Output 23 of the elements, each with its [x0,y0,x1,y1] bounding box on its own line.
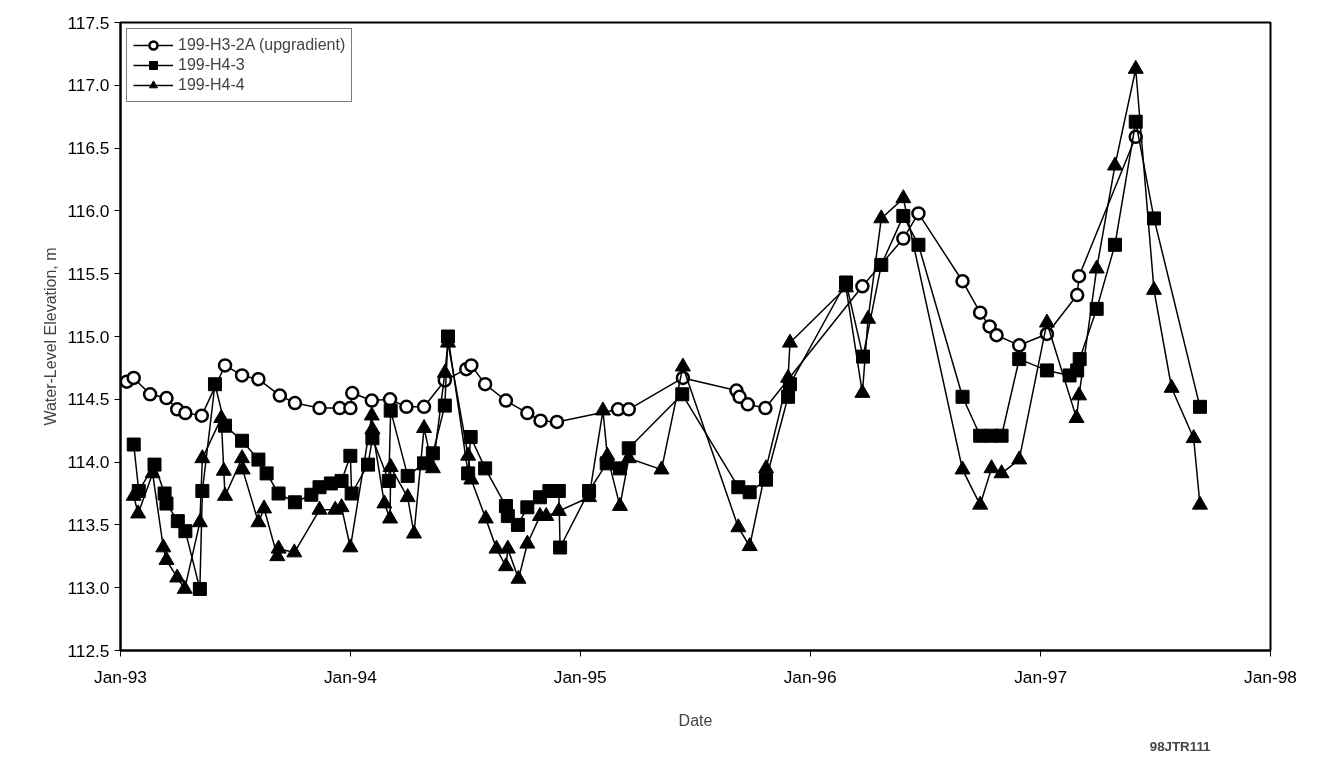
y-axis-title: Water-Level Elevation, m [42,247,60,426]
text: 98JTR111 [1149,738,1212,754]
y-tick-label: 113.5 [67,514,110,535]
y-tick-label: 116.5 [67,138,110,159]
legend-label: 199-H4-4 [178,76,245,94]
y-tick-label: 117.5 [67,12,110,33]
x-tick-label: Jan-96 [783,666,837,687]
legend-label: 199-H3-2A (upgradient) [178,36,346,54]
legend-label: 199-H4-3 [178,56,245,74]
x-tick-label: Jan-95 [553,666,607,687]
y-tick-label: 114.5 [67,389,110,410]
x-tick-label: Jan-97 [1014,666,1068,687]
x-tick-label: Jan-93 [94,666,147,687]
y-tick-label: 115.0 [67,326,110,347]
x-tick-label: Jan-94 [323,666,378,687]
y-tick-label: 117.0 [67,75,110,96]
x-axis-title: Date [678,711,713,729]
y-tick-label: 114.0 [67,452,110,473]
y-tick-label: 115.5 [67,263,110,284]
x-tick-label: Jan-98 [1244,666,1297,687]
y-tick-label: 116.0 [67,200,110,221]
y-tick-label: 113.0 [67,577,110,598]
y-tick-label: 112.5 [67,640,110,661]
